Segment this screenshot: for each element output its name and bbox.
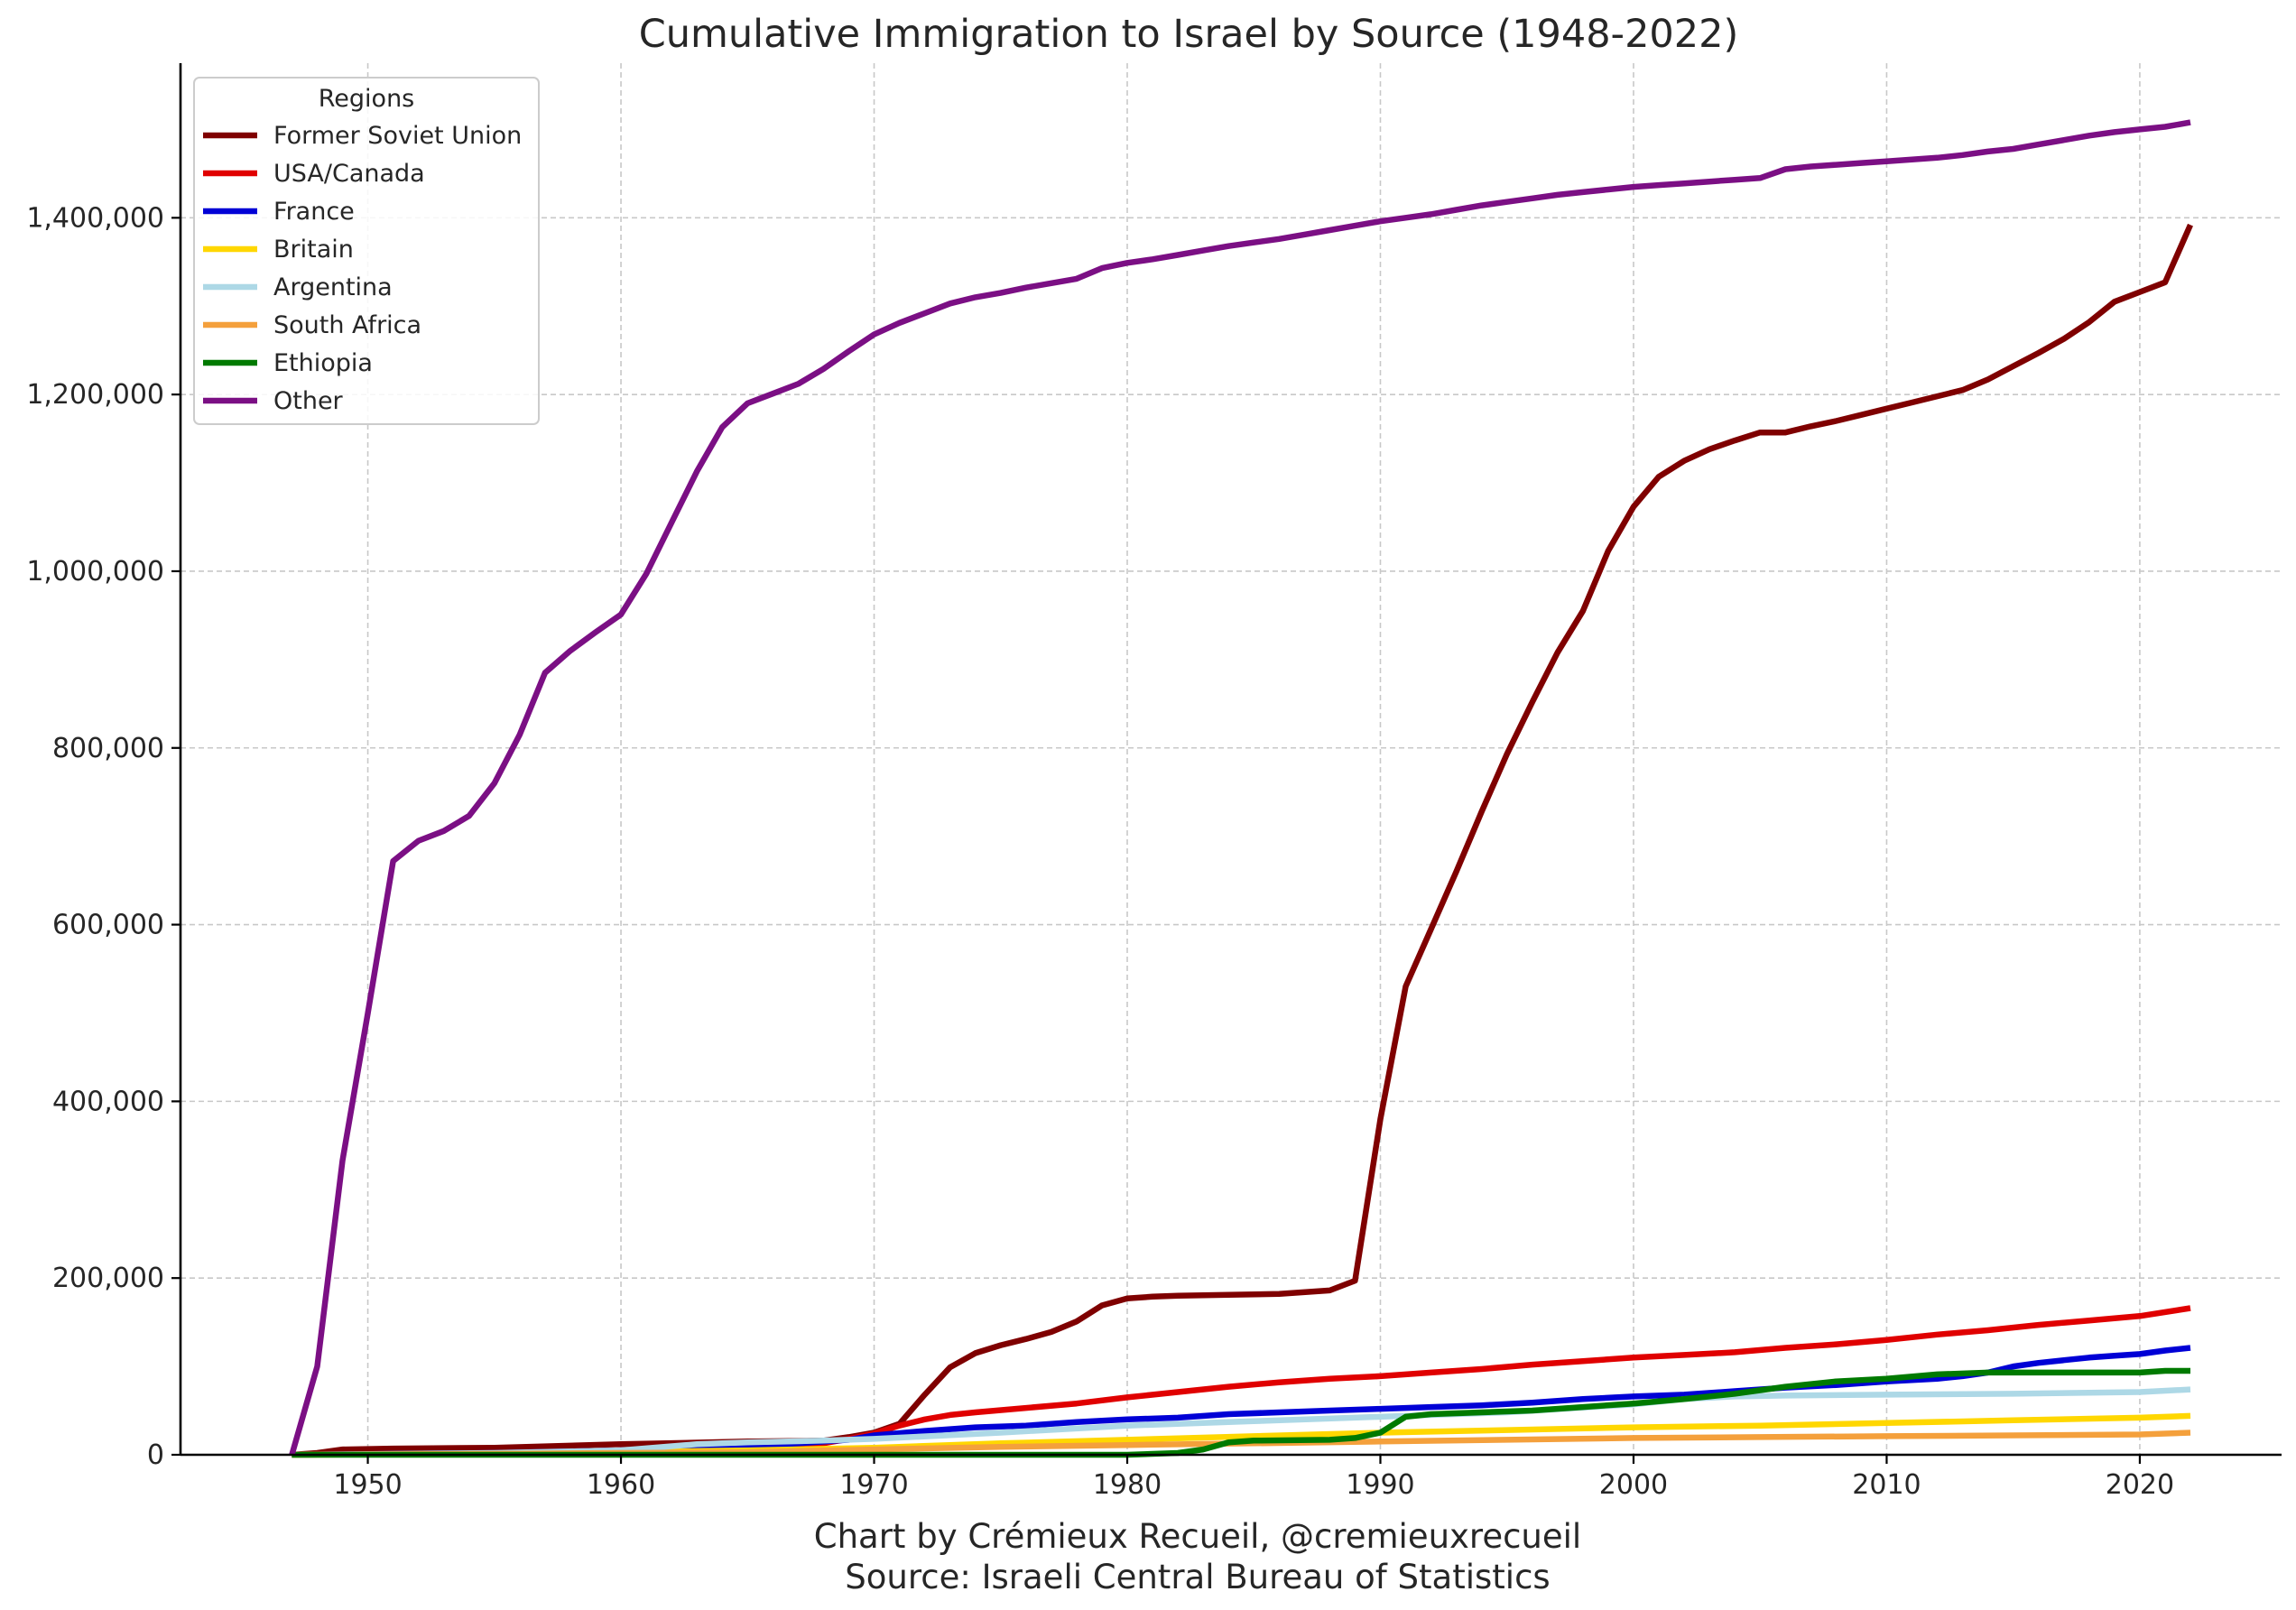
- x-tick-label: 1950: [333, 1469, 402, 1501]
- x-axis-ticks: 1950 1960 1970 1980 1990 2000 2010 2020: [333, 1455, 2174, 1501]
- chart-source: Source: Israeli Central Bureau of Statis…: [845, 1558, 1550, 1596]
- legend-items: Former Soviet Union USA/Canada France Brita…: [203, 122, 522, 415]
- y-tick-label: 800,000: [52, 733, 164, 764]
- x-tick-label: 1960: [587, 1469, 655, 1501]
- series-line-former-soviet-union: [292, 223, 2193, 1458]
- legend-label-usa-canada: USA/Canada: [273, 160, 425, 188]
- y-axis-ticks: 0 200,000 400,000 600,000 800,000 1,000,000 1,…: [26, 202, 181, 1471]
- legend-title: Regions: [319, 85, 415, 113]
- legend-label-britain: Britain: [273, 236, 354, 264]
- chart-title: Cumulative Immigration to Israel by Sour…: [639, 12, 1739, 57]
- legend-frame: [193, 77, 540, 425]
- grid-lines: [181, 63, 2282, 1455]
- x-tick-label: 1980: [1093, 1469, 1162, 1501]
- legend-label-france: France: [273, 198, 355, 226]
- y-tick-label: 0: [147, 1439, 164, 1471]
- legend-label-south-africa: South Africa: [273, 311, 421, 339]
- y-tick-label: 600,000: [52, 910, 164, 941]
- legend-label-other: Other: [273, 387, 344, 415]
- y-tick-label: 200,000: [52, 1263, 164, 1294]
- series-line-ethiopia: [292, 1367, 2190, 1458]
- y-tick-label: 1,400,000: [26, 202, 164, 234]
- legend-label-argentina: Argentina: [273, 273, 393, 301]
- chart-credit: Chart by Crémieux Recueil, @cremieuxrecu…: [814, 1517, 1581, 1556]
- legend: Regions Former Soviet Union USA/Canada Fra…: [193, 77, 540, 425]
- y-tick-label: 1,200,000: [26, 379, 164, 411]
- legend-label-former-soviet-union: Former Soviet Union: [273, 122, 522, 150]
- y-tick-label: 400,000: [52, 1086, 164, 1117]
- series-line-other: [289, 119, 2191, 1456]
- x-tick-label: 2010: [1852, 1469, 1921, 1501]
- legend-label-ethiopia: Ethiopia: [273, 349, 373, 377]
- series-line-argentina: [292, 1386, 2191, 1458]
- x-tick-label: 2000: [1599, 1469, 1668, 1501]
- y-tick-label: 1,000,000: [26, 556, 164, 588]
- x-tick-label: 2020: [2106, 1469, 2174, 1501]
- x-tick-label: 1970: [839, 1469, 908, 1501]
- x-tick-label: 1990: [1346, 1469, 1414, 1501]
- series-lines: [289, 119, 2193, 1458]
- axes: [179, 63, 2282, 1457]
- series-line-france: [292, 1345, 2191, 1458]
